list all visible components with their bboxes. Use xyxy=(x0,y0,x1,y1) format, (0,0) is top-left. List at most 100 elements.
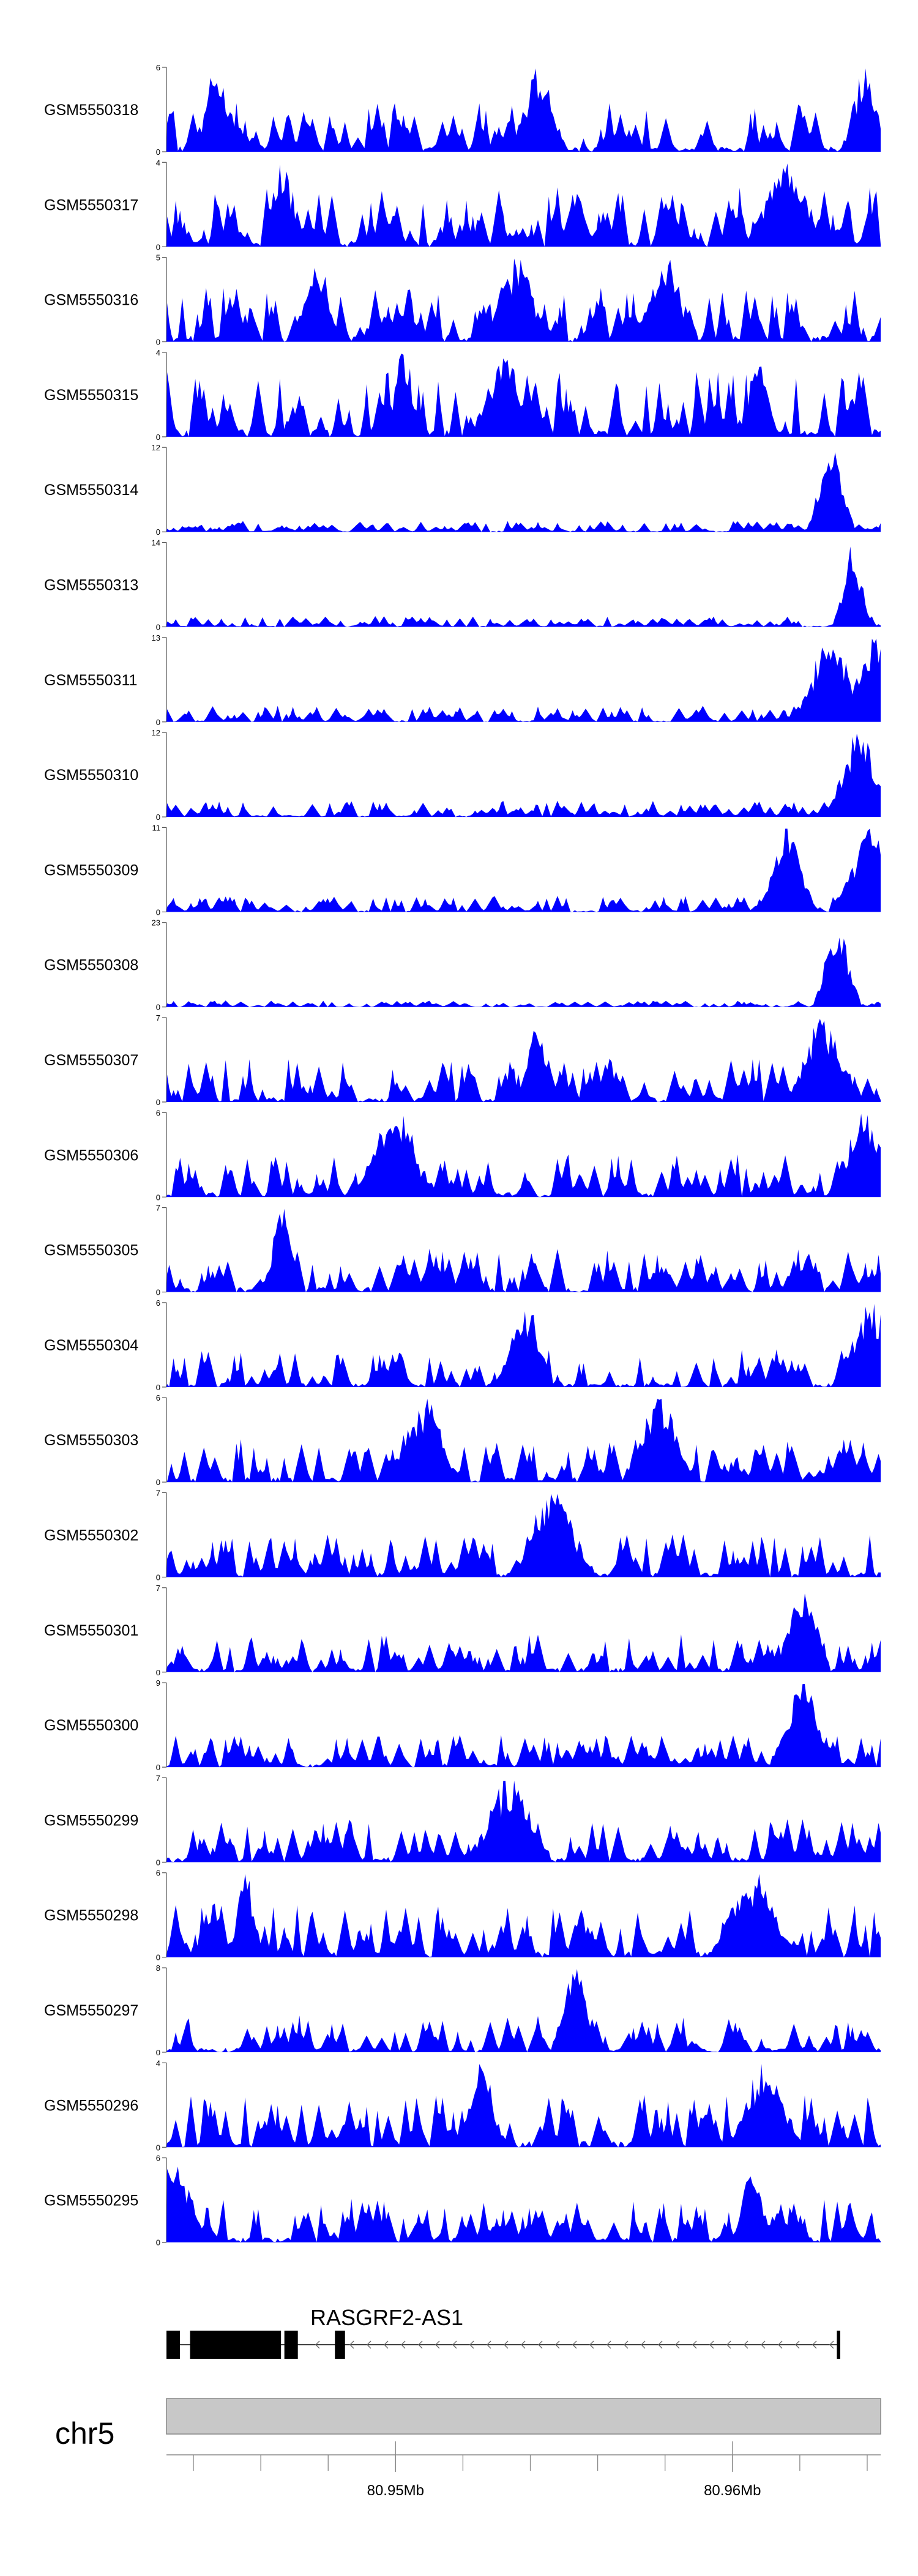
track-label: GSM5550303 xyxy=(44,1432,138,1449)
strand-chevron xyxy=(572,2340,577,2349)
track-ymax-label: 9 xyxy=(156,1678,160,1688)
coverage-track: GSM5550304 6 0 xyxy=(44,1298,881,1392)
track-ymin-label: 0 xyxy=(156,2048,160,2057)
track-ymin-label: 0 xyxy=(156,1953,160,1962)
track-label: GSM5550295 xyxy=(44,2192,138,2209)
coverage-area xyxy=(166,1781,881,1863)
coverage-area xyxy=(166,1874,881,1957)
coverage-track: GSM5550318 6 0 xyxy=(44,63,881,157)
coverage-track: GSM5550295 6 0 xyxy=(44,2154,881,2247)
strand-chevron xyxy=(487,2340,491,2349)
track-label: GSM5550310 xyxy=(44,767,138,784)
chromosome-bar xyxy=(166,2398,881,2435)
track-ymin-label: 0 xyxy=(156,813,160,822)
track-label: GSM5550314 xyxy=(44,482,138,499)
track-ymax-label: 5 xyxy=(156,253,160,262)
chromosome-label: chr5 xyxy=(55,2416,114,2451)
strand-chevron xyxy=(641,2340,646,2349)
track-ymin-label: 0 xyxy=(156,1763,160,1772)
coverage-track: GSM5550308 23 0 xyxy=(44,918,881,1012)
strand-chevron xyxy=(504,2340,509,2349)
coverage-track: GSM5550301 7 0 xyxy=(44,1584,881,1677)
track-label: GSM5550318 xyxy=(44,102,138,119)
track-ymin-label: 0 xyxy=(156,907,160,917)
track-ymin-label: 0 xyxy=(156,718,160,727)
track-ymax-label: 6 xyxy=(156,2154,160,2163)
coverage-area xyxy=(166,937,881,1007)
strand-chevron xyxy=(744,2340,748,2349)
coverage-area xyxy=(166,2064,881,2148)
track-ymin-label: 0 xyxy=(156,1383,160,1392)
strand-chevron xyxy=(761,2340,766,2349)
coverage-track: GSM5550299 7 0 xyxy=(44,1773,881,1867)
strand-chevron xyxy=(418,2340,423,2349)
strand-chevron xyxy=(367,2340,371,2349)
strand-chevron xyxy=(452,2340,457,2349)
gene-exon xyxy=(335,2331,345,2359)
track-ymax-label: 7 xyxy=(156,1489,160,1498)
track-ymax-label: 6 xyxy=(156,1108,160,1117)
track-label: GSM5550306 xyxy=(44,1147,138,1164)
coverage-area xyxy=(166,258,881,342)
track-label: GSM5550307 xyxy=(44,1052,138,1069)
coverage-area xyxy=(166,69,881,152)
track-ymin-label: 0 xyxy=(156,1573,160,1582)
track-ymin-label: 0 xyxy=(156,527,160,537)
track-ymax-label: 4 xyxy=(156,348,160,357)
strand-chevron xyxy=(435,2340,440,2349)
coverage-area xyxy=(166,1208,881,1292)
track-ymax-label: 7 xyxy=(156,1204,160,1213)
track-label: GSM5550313 xyxy=(44,577,138,594)
coverage-area xyxy=(166,353,881,437)
gene-exons xyxy=(166,2331,840,2359)
coverage-track: GSM5550315 4 0 xyxy=(44,348,881,442)
track-ymax-label: 6 xyxy=(156,63,160,72)
track-ymin-label: 0 xyxy=(156,1858,160,1867)
coverage-track: GSM5550305 7 0 xyxy=(44,1204,881,1297)
gene-exon xyxy=(190,2331,282,2359)
coverage-area xyxy=(166,1593,881,1672)
strand-chevrons xyxy=(315,2340,834,2349)
strand-chevron xyxy=(795,2340,800,2349)
strand-chevron xyxy=(624,2340,629,2349)
track-ymin-label: 0 xyxy=(156,1668,160,1677)
coverage-area xyxy=(166,1303,881,1387)
coverage-track: GSM5550298 6 0 xyxy=(44,1869,881,1962)
track-ymin-label: 0 xyxy=(156,2143,160,2152)
track-ymax-label: 4 xyxy=(156,158,160,167)
track-label: GSM5550299 xyxy=(44,1812,138,1829)
genome-tick-label: 80.95Mb xyxy=(367,2482,424,2499)
coverage-area xyxy=(166,1494,881,1577)
coverage-track: GSM5550302 7 0 xyxy=(44,1489,881,1582)
strand-chevron xyxy=(778,2340,783,2349)
track-ymax-label: 12 xyxy=(152,443,160,452)
coverage-track: GSM5550307 7 0 xyxy=(44,1013,881,1107)
track-ymax-label: 4 xyxy=(156,2058,160,2068)
track-label: GSM5550308 xyxy=(44,957,138,974)
strand-chevron xyxy=(315,2340,320,2349)
track-label: GSM5550315 xyxy=(44,387,138,404)
track-label: GSM5550296 xyxy=(44,2097,138,2114)
strand-chevron xyxy=(521,2340,526,2349)
strand-chevron xyxy=(606,2340,611,2349)
track-label: GSM5550297 xyxy=(44,2002,138,2019)
track-label: GSM5550298 xyxy=(44,1907,138,1924)
track-ymax-label: 7 xyxy=(156,1773,160,1782)
coverage-area xyxy=(166,1114,881,1197)
strand-chevron xyxy=(726,2340,731,2349)
coverage-area xyxy=(166,734,881,817)
coverage-area xyxy=(166,828,881,912)
coverage-track: GSM5550300 9 0 xyxy=(44,1678,881,1772)
gene-exon xyxy=(166,2331,181,2359)
track-ymax-label: 6 xyxy=(156,1393,160,1402)
strand-chevron xyxy=(692,2340,697,2349)
track-label: GSM5550311 xyxy=(44,672,137,689)
coverage-area xyxy=(166,452,881,532)
coverage-track: GSM5550309 11 0 xyxy=(44,823,881,917)
track-label: GSM5550305 xyxy=(44,1242,138,1259)
coverage-track: GSM5550306 6 0 xyxy=(44,1108,881,1202)
strand-chevron xyxy=(555,2340,560,2349)
track-ymin-label: 0 xyxy=(156,242,160,251)
track-ymin-label: 0 xyxy=(156,2238,160,2247)
